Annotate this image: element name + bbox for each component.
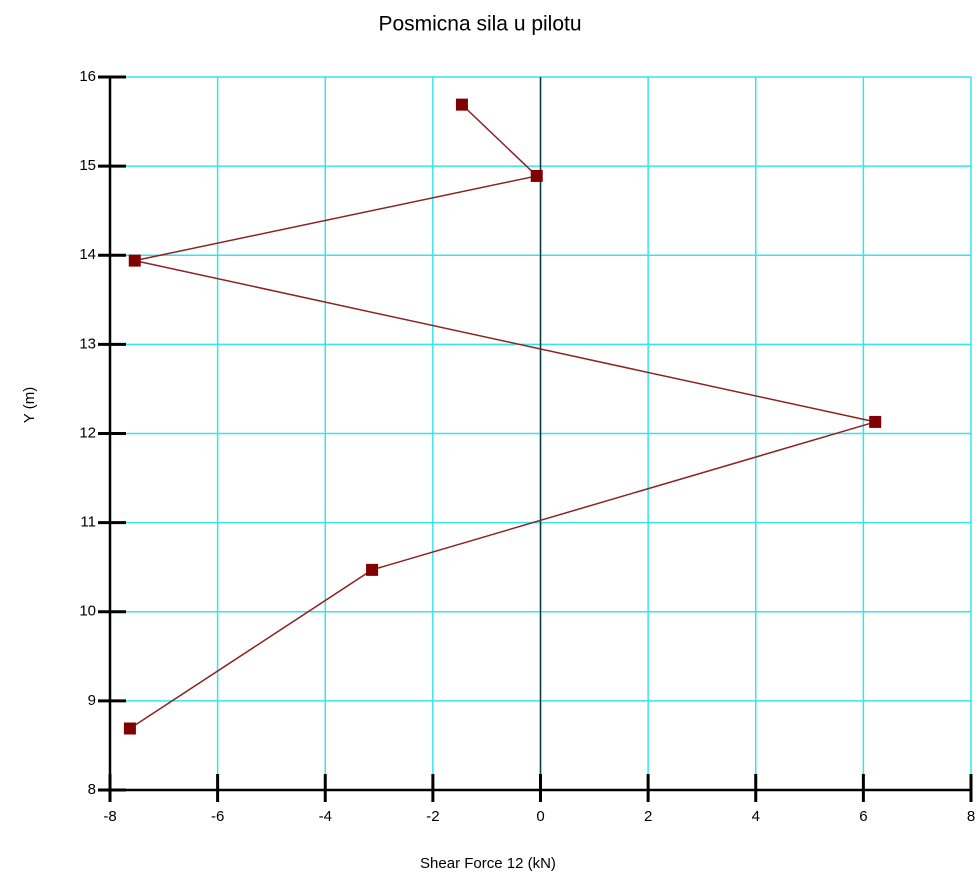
x-tick-label: 8	[967, 808, 975, 825]
y-axis-label: Y (m)	[21, 387, 38, 423]
y-tick-label: 12	[79, 424, 96, 441]
x-tick-label: 6	[859, 808, 867, 825]
x-tick-label: 4	[752, 808, 760, 825]
y-tick-label: 8	[88, 781, 96, 798]
data-point	[366, 563, 379, 576]
series-line	[129, 104, 876, 730]
y-tick-label: 14	[79, 246, 96, 263]
data-point	[128, 254, 141, 267]
y-tick-label: 13	[79, 335, 96, 352]
x-axis-label: Shear Force 12 (kN)	[420, 855, 556, 872]
x-tick-label: -6	[211, 808, 224, 825]
y-tick-label: 16	[79, 68, 96, 85]
data-point	[530, 169, 543, 182]
x-tick-label: 0	[536, 808, 544, 825]
data-point	[869, 415, 882, 428]
data-point	[455, 98, 468, 111]
x-tick-label: -2	[426, 808, 439, 825]
x-tick-label: -4	[319, 808, 332, 825]
x-tick-label: 2	[644, 808, 652, 825]
y-tick-label: 15	[79, 157, 96, 174]
y-tick-label: 11	[80, 514, 96, 531]
chart-title: Posmicna sila u pilotu	[378, 13, 581, 36]
x-tick-label: -8	[103, 808, 116, 825]
data-point	[123, 722, 136, 735]
y-tick-label: 9	[88, 692, 96, 709]
y-tick-label: 10	[79, 603, 96, 620]
